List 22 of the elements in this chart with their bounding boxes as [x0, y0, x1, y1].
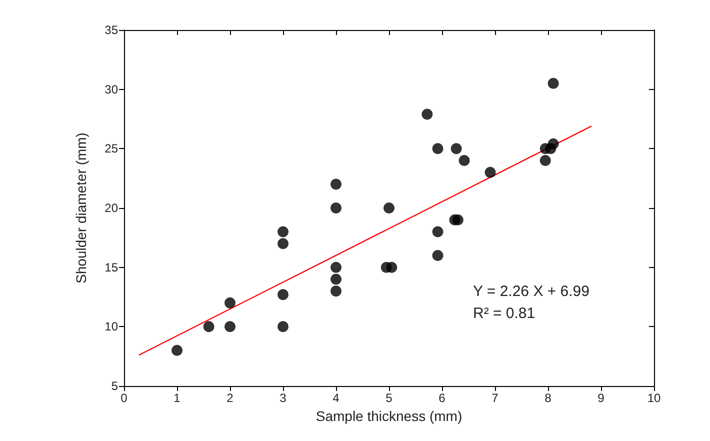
x-tick-label: 9 — [598, 391, 605, 405]
x-tick-label: 6 — [438, 391, 446, 405]
y-axis-title: Shoulder diameter (mm) — [73, 132, 89, 284]
y-tick-label: 5 — [111, 379, 118, 393]
x-tick-label: 1 — [174, 391, 181, 405]
x-axis-title: Sample thickness (mm) — [316, 408, 462, 424]
x-tick-label: 0 — [120, 391, 128, 405]
x-tick-label: 8 — [544, 391, 552, 405]
y-tick-label: 10 — [104, 320, 118, 334]
y-tick-label: 30 — [104, 82, 118, 96]
x-tick-label: 5 — [386, 391, 393, 405]
annotation: R² = 0.81 — [473, 305, 536, 322]
y-tick-label: 35 — [104, 23, 118, 37]
x-tick-label: 10 — [647, 391, 661, 405]
x-tick-label: 4 — [332, 391, 340, 405]
y-tick-label: 15 — [104, 260, 118, 274]
x-tick-label: 2 — [226, 391, 234, 405]
x-tick-label: 3 — [280, 391, 287, 405]
annotation: Y = 2.26 X + 6.99 — [473, 283, 590, 300]
y-tick-label: 20 — [104, 201, 118, 215]
x-tick-label: 7 — [492, 391, 499, 405]
y-tick-label: 25 — [104, 142, 118, 156]
